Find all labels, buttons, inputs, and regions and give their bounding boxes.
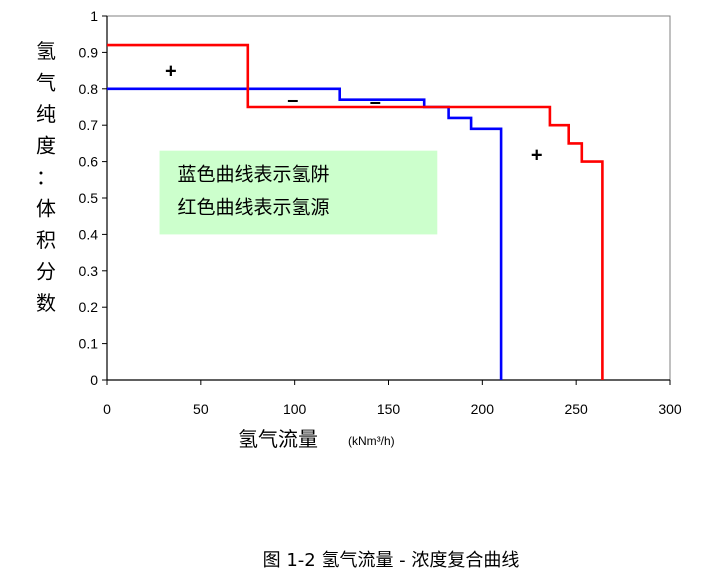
annotation-sign: – (287, 90, 298, 112)
x-tick-label: 200 (471, 401, 495, 417)
y-tick-label: 0.8 (79, 81, 99, 97)
y-tick-label: 0.9 (79, 44, 99, 60)
y-tick-label: 1 (90, 8, 98, 24)
legend-box (159, 150, 438, 235)
y-axis-label-char: 气 (36, 71, 56, 95)
x-tick-label: 250 (564, 401, 588, 417)
y-axis-label-char: 度 (36, 134, 56, 158)
y-tick-label: 0.3 (79, 263, 99, 279)
y-axis-label-char: 纯 (36, 102, 56, 126)
series-line-氢阱 (107, 87, 503, 380)
y-axis-label-char: 氢 (36, 39, 56, 63)
x-tick-label: 150 (377, 401, 401, 417)
x-tick-label: 50 (193, 401, 209, 417)
y-axis-label-char: ： (36, 165, 56, 189)
y-tick-label: 0.7 (79, 117, 99, 133)
y-tick-label: 0.5 (79, 190, 99, 206)
legend-text: 蓝色曲线表示氢阱 (178, 164, 330, 186)
y-tick-label: 0.2 (79, 299, 99, 315)
y-tick-label: 0.6 (79, 154, 99, 170)
figure-caption: 图 1-2 氢气流量 - 浓度复合曲线 (263, 550, 520, 571)
x-tick-label: 100 (283, 401, 307, 417)
legend-text: 红色曲线表示氢源 (178, 197, 330, 219)
x-tick-label: 300 (658, 401, 682, 417)
x-tick-label: 0 (103, 401, 111, 417)
y-axis-label-char: 体 (36, 197, 56, 221)
y-tick-label: 0.1 (79, 336, 99, 352)
annotation-sign: – (370, 92, 381, 114)
annotation-sign: + (165, 61, 177, 83)
annotation-sign: + (531, 144, 543, 166)
series-line-氢源 (107, 43, 604, 380)
x-axis-unit: (kNm³/h) (348, 434, 395, 448)
y-axis-label-char: 积 (36, 228, 56, 252)
y-tick-label: 0.4 (79, 226, 99, 242)
y-axis-label-char: 数 (36, 291, 56, 315)
x-axis-label: 氢气流量 (238, 427, 318, 451)
y-axis-label-char: 分 (36, 260, 56, 284)
y-tick-label: 0 (90, 372, 98, 388)
